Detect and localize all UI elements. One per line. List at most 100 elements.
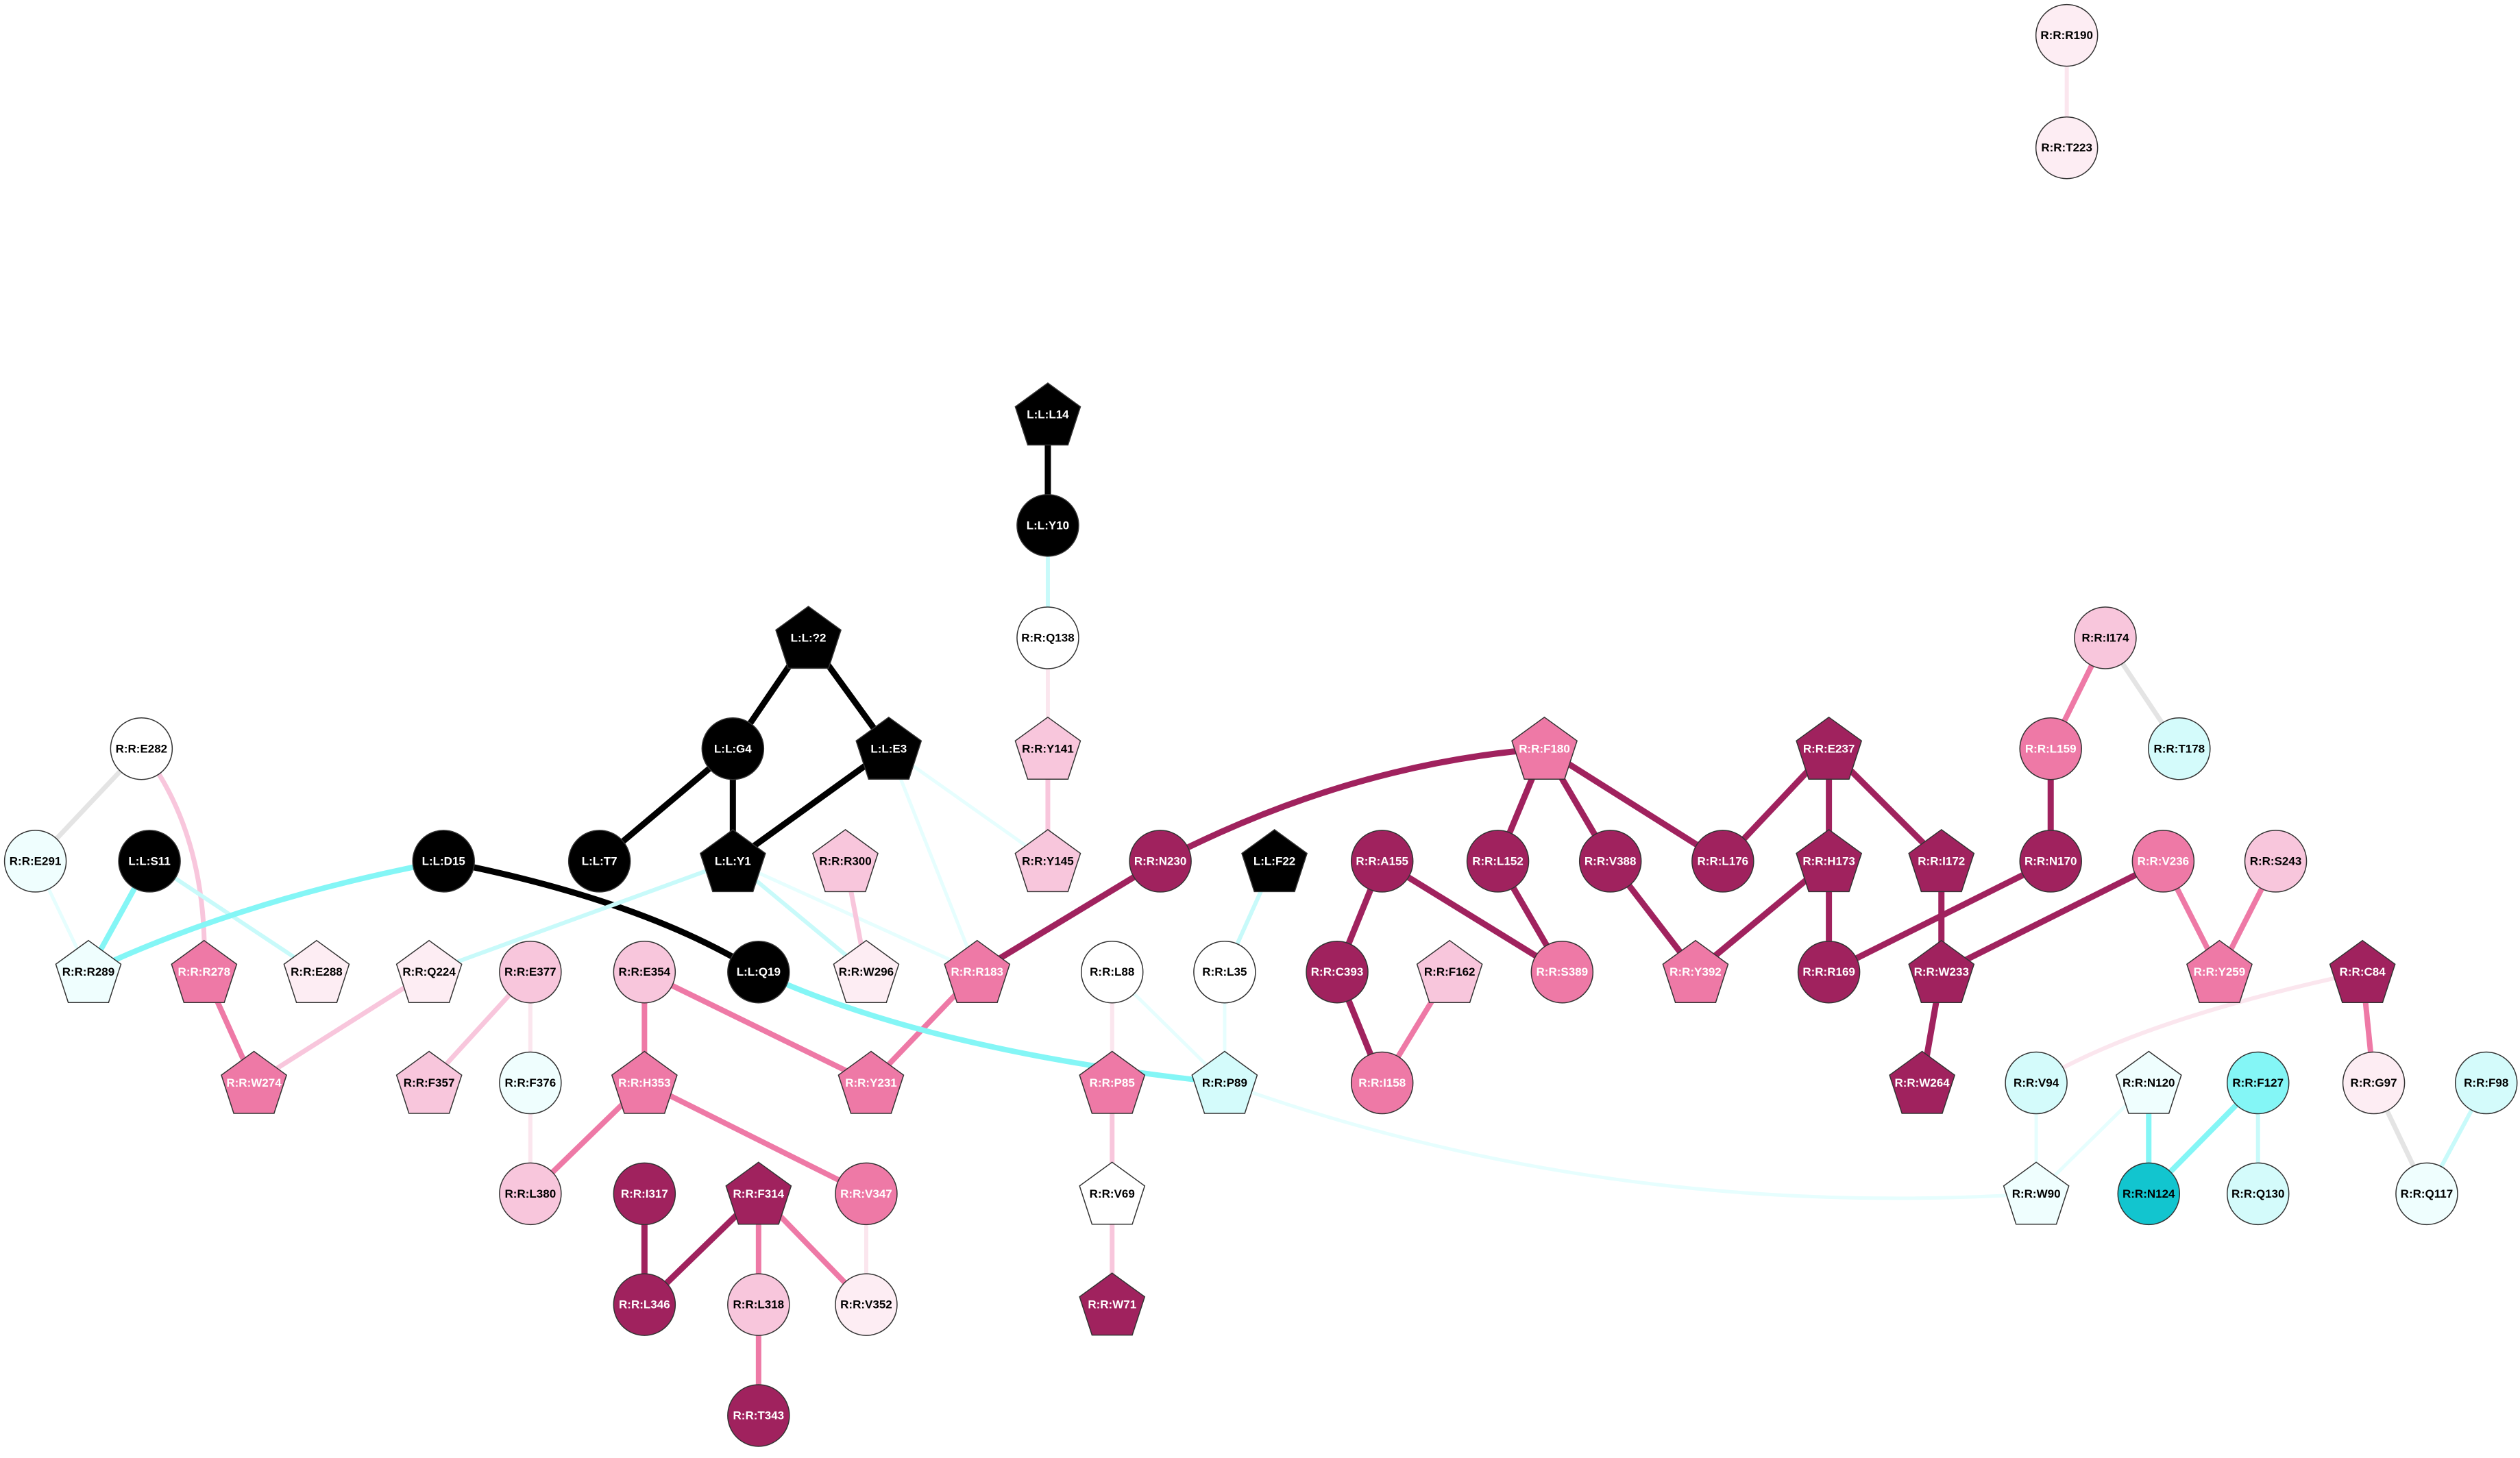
node: R:R:W296	[833, 939, 900, 1003]
node-label: R:R:E291	[10, 854, 62, 867]
node-label: R:R:I317	[621, 1187, 668, 1200]
node-circle	[613, 1273, 676, 1336]
node-label: R:R:E377	[504, 965, 556, 978]
node: R:R:R278	[171, 939, 238, 1003]
node: R:R:V236	[2131, 830, 2195, 893]
node-label: R:R:F162	[1424, 965, 1476, 978]
node-pentagon	[2115, 1050, 2182, 1114]
node-label: R:R:E288	[291, 965, 343, 978]
node: R:R:F127	[2226, 1051, 2290, 1115]
node-label: R:R:Q138	[1021, 631, 1074, 644]
node-label: R:R:L346	[619, 1298, 670, 1311]
node-label: L:L:G4	[714, 742, 752, 755]
edge	[85, 858, 447, 975]
node-pentagon	[775, 606, 842, 669]
node-circle	[2117, 1162, 2181, 1226]
node-pentagon	[725, 1161, 792, 1225]
node: L:L:L14	[1014, 382, 1081, 446]
node-circle	[412, 830, 475, 893]
node: R:R:S389	[1530, 940, 1594, 1004]
edge	[729, 745, 892, 865]
node-pentagon	[2186, 939, 2253, 1003]
node-label: R:R:W264	[1894, 1076, 1950, 1089]
edges	[33, 33, 2488, 1418]
node-label: R:R:V69	[1090, 1187, 1135, 1200]
node-label: R:R:V236	[2138, 854, 2190, 867]
edge	[1938, 858, 2166, 976]
edge	[1541, 745, 1726, 865]
node-label: R:R:V347	[840, 1187, 892, 1200]
node: L:L:Y10	[1016, 494, 1079, 557]
node-label: R:R:A155	[1356, 854, 1408, 867]
node-circle	[1350, 830, 1414, 893]
node: L:L:E3	[855, 716, 922, 780]
node-label: R:R:W233	[1914, 965, 1969, 978]
node-label: R:R:C393	[1311, 965, 1364, 978]
node-label: R:R:I172	[1918, 854, 1965, 867]
node: R:R:S243	[2244, 830, 2308, 893]
node-pentagon	[699, 828, 766, 893]
node-pentagon	[837, 1050, 905, 1114]
edge	[887, 747, 1050, 863]
node: R:R:W274	[221, 1050, 287, 1114]
node: R:R:Q130	[2226, 1162, 2290, 1226]
node-circle	[835, 1273, 898, 1336]
node: R:R:W233	[1908, 939, 1975, 1003]
node: R:R:Y259	[2186, 939, 2253, 1003]
node: R:R:F162	[1416, 939, 1483, 1003]
node: R:R:N230	[1129, 830, 1192, 893]
node-label: R:R:L88	[1090, 965, 1134, 978]
node-label: R:R:Q117	[2401, 1187, 2454, 1200]
node: R:R:C84	[2329, 939, 2396, 1003]
node-circle	[2019, 830, 2082, 893]
node: R:R:L35	[1193, 940, 1256, 1004]
node: R:R:E288	[283, 939, 350, 1003]
node-circle	[2148, 717, 2211, 780]
node-circle	[727, 1384, 790, 1447]
node-pentagon	[1191, 1050, 1258, 1114]
node-label: R:R:W71	[1088, 1298, 1136, 1311]
node-label: R:R:N170	[2024, 854, 2077, 867]
node-circle	[110, 717, 173, 780]
node-label: R:R:F314	[733, 1187, 785, 1200]
node: R:R:F376	[499, 1051, 562, 1115]
edge	[1223, 1081, 2038, 1200]
edge	[252, 969, 432, 1086]
node-label: R:R:N124	[2123, 1187, 2175, 1200]
node: L:L:Y1	[699, 828, 766, 893]
node-circle	[499, 1051, 562, 1115]
node: R:R:V347	[835, 1162, 898, 1226]
node-label: R:R:V94	[2014, 1076, 2059, 1089]
node-pentagon	[812, 828, 879, 893]
node: R:R:R183	[944, 939, 1011, 1003]
node-circle	[118, 830, 181, 893]
edge	[1157, 745, 1548, 865]
node-circle	[1578, 830, 1642, 893]
node: R:R:I317	[613, 1162, 676, 1226]
node-pentagon	[1796, 828, 1863, 893]
node-label: R:R:Y141	[1022, 742, 1074, 755]
node: R:R:Q138	[1016, 606, 1079, 669]
node-label: R:R:E237	[1803, 742, 1855, 755]
node-label: R:R:Y231	[845, 1076, 897, 1089]
edge	[887, 747, 979, 974]
node-circle	[2019, 717, 2082, 780]
node-pentagon	[1796, 716, 1863, 780]
node: L:L:?2	[775, 606, 842, 669]
node: R:R:P85	[1079, 1050, 1146, 1114]
node-label: L:L:F22	[1253, 854, 1295, 867]
node: R:R:H173	[1796, 828, 1863, 893]
node-label: R:R:L35	[1202, 965, 1247, 978]
node-label: L:L:Y10	[1027, 519, 1069, 532]
node: L:L:S11	[118, 830, 181, 893]
node-pentagon	[1014, 828, 1081, 893]
node-label: R:R:W90	[2012, 1187, 2061, 1200]
node-pentagon	[1079, 1050, 1146, 1114]
node-label: L:L:?2	[791, 631, 827, 644]
node: R:R:L152	[1466, 830, 1530, 893]
node: R:R:R169	[1797, 940, 1861, 1004]
node-circle	[2035, 116, 2099, 180]
edge	[641, 969, 874, 1086]
node: R:R:V388	[1578, 830, 1642, 893]
